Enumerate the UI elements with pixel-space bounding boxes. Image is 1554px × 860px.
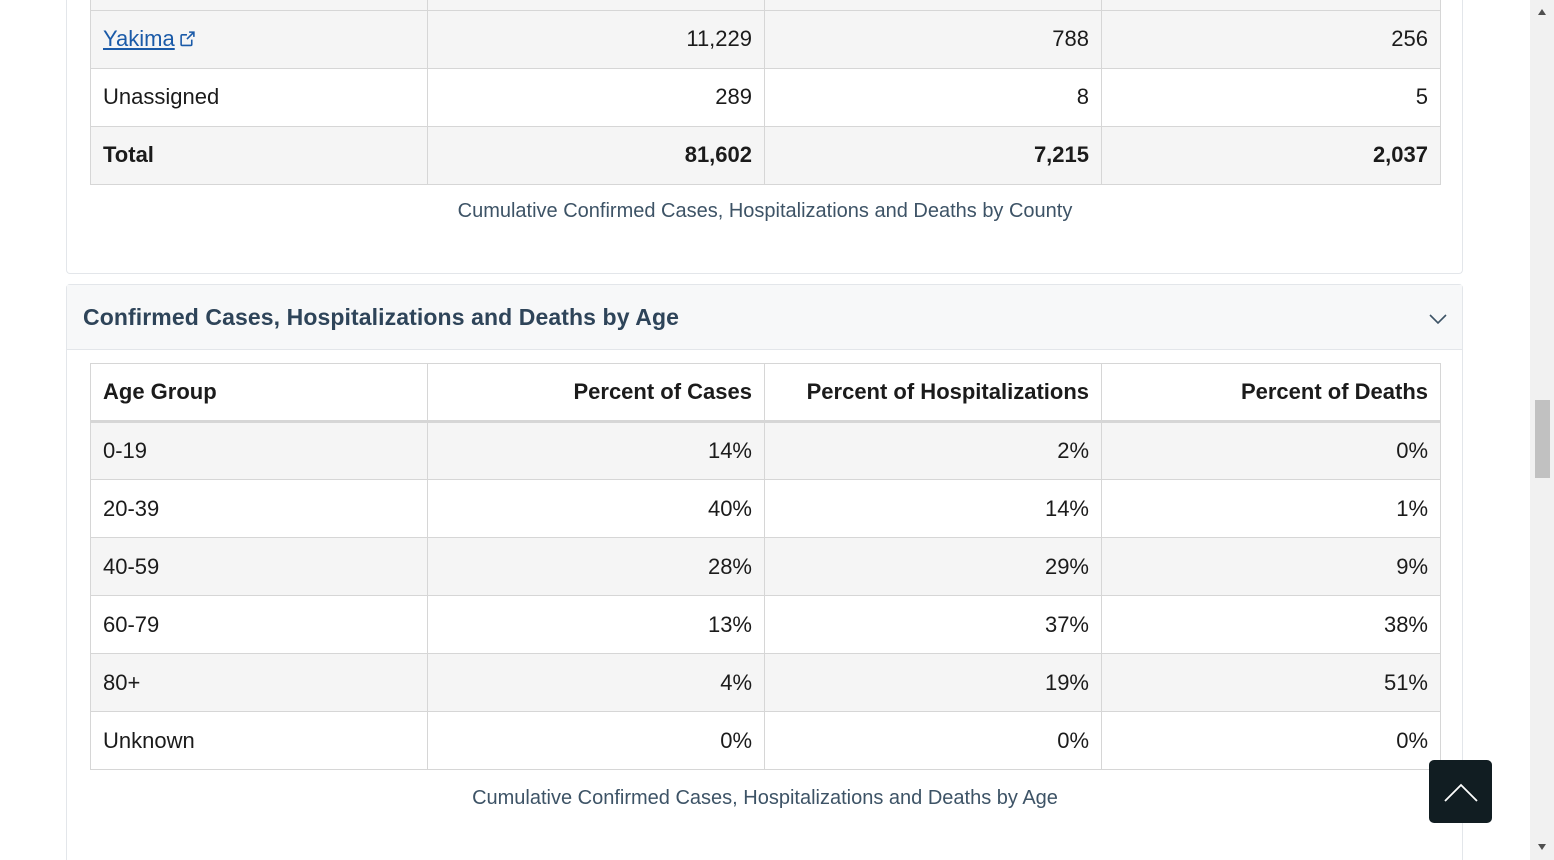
chevron-down-icon[interactable]: [1428, 311, 1448, 325]
deaths-cell: 9%: [1101, 537, 1441, 596]
table-row: Unknown 0% 0% 0%: [90, 711, 1441, 770]
scroll-down-arrow-icon[interactable]: [1537, 843, 1547, 851]
cases-cell: 40%: [427, 479, 765, 538]
age-table: Age Group Percent of Cases Percent of Ho…: [90, 363, 1441, 770]
table-header-row: Age Group Percent of Cases Percent of Ho…: [90, 363, 1441, 423]
deaths-cell: 38%: [1101, 595, 1441, 654]
total-hospitalizations: 7,215: [764, 125, 1102, 185]
table-row: 40-59 28% 29% 9%: [90, 537, 1441, 596]
county-cell: Unassigned: [90, 67, 428, 127]
header-percent-hospitalizations: Percent of Hospitalizations: [764, 363, 1102, 423]
age-cell: 0-19: [90, 421, 428, 480]
header-percent-cases: Percent of Cases: [427, 363, 765, 423]
chevron-up-icon: [1443, 783, 1478, 802]
table-total-row: Total 81,602 7,215 2,037: [90, 125, 1441, 185]
county-link-yakima[interactable]: Yakima: [103, 26, 175, 51]
deaths-cell: 0%: [1101, 421, 1441, 480]
hospitalizations-cell: 0%: [764, 711, 1102, 770]
table-row: Yakima 11,229 788 256: [90, 9, 1441, 69]
deaths-cell: 51%: [1101, 653, 1441, 712]
age-cell: 20-39: [90, 479, 428, 538]
deaths-cell: 5: [1101, 67, 1441, 127]
table-row: 80+ 4% 19% 51%: [90, 653, 1441, 712]
scroll-up-arrow-icon[interactable]: [1537, 8, 1547, 16]
age-cell: 60-79: [90, 595, 428, 654]
table-row: 60-79 13% 37% 38%: [90, 595, 1441, 654]
hospitalizations-cell: 788: [764, 9, 1102, 69]
header-age-group: Age Group: [90, 363, 428, 423]
hospitalizations-cell: 19%: [764, 653, 1102, 712]
cases-cell: 13%: [427, 595, 765, 654]
cases-cell: 11,229: [427, 9, 765, 69]
table-row: [90, 0, 1441, 11]
cases-cell: 289: [427, 67, 765, 127]
hospitalizations-cell: 2%: [764, 421, 1102, 480]
deaths-cell: 256: [1101, 9, 1441, 69]
scrollbar-thumb[interactable]: [1535, 400, 1550, 478]
county-table: Yakima 11,229 788 256 Unassigned 289 8 5…: [90, 0, 1441, 185]
external-link-icon: [180, 31, 195, 47]
header-percent-deaths: Percent of Deaths: [1101, 363, 1441, 423]
deaths-cell: 0%: [1101, 711, 1441, 770]
hospitalizations-cell: 8: [764, 67, 1102, 127]
table-row: Unassigned 289 8 5: [90, 67, 1441, 127]
cases-cell: 0%: [427, 711, 765, 770]
age-cell: 40-59: [90, 537, 428, 596]
back-to-top-button[interactable]: [1429, 760, 1492, 823]
age-card: Confirmed Cases, Hospitalizations and De…: [66, 284, 1463, 860]
table-row: 0-19 14% 2% 0%: [90, 421, 1441, 480]
cases-cell: 28%: [427, 537, 765, 596]
page-scrollbar[interactable]: [1530, 0, 1554, 860]
cases-cell: 4%: [427, 653, 765, 712]
hospitalizations-cell: 29%: [764, 537, 1102, 596]
total-cases: 81,602: [427, 125, 765, 185]
age-cell: 80+: [90, 653, 428, 712]
county-card: Yakima 11,229 788 256 Unassigned 289 8 5…: [66, 0, 1463, 274]
section-title: Confirmed Cases, Hospitalizations and De…: [83, 303, 679, 330]
age-section-header[interactable]: Confirmed Cases, Hospitalizations and De…: [67, 285, 1462, 350]
table-row: 20-39 40% 14% 1%: [90, 479, 1441, 538]
hospitalizations-cell: 14%: [764, 479, 1102, 538]
age-table-caption: Cumulative Confirmed Cases, Hospitalizat…: [472, 787, 1058, 809]
county-cell: Yakima: [90, 9, 428, 69]
county-table-caption: Cumulative Confirmed Cases, Hospitalizat…: [457, 200, 1073, 222]
total-deaths: 2,037: [1101, 125, 1441, 185]
hospitalizations-cell: 37%: [764, 595, 1102, 654]
cases-cell: 14%: [427, 421, 765, 480]
age-cell: Unknown: [90, 711, 428, 770]
total-label: Total: [90, 125, 428, 185]
deaths-cell: 1%: [1101, 479, 1441, 538]
